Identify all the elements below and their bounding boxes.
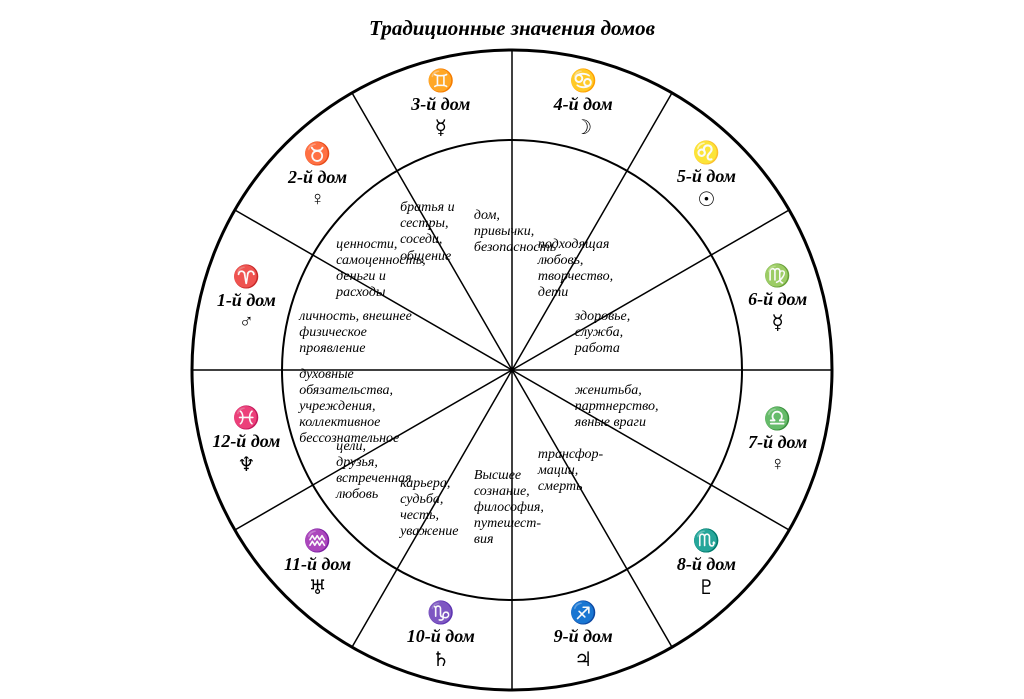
planet-icon: ♅ bbox=[263, 575, 373, 600]
house-2-outer: ♉2-й дом♀ bbox=[263, 141, 373, 211]
zodiac-icon: ♊ bbox=[386, 68, 496, 94]
zodiac-icon: ♋ bbox=[528, 68, 638, 94]
house-label: 8-й дом bbox=[651, 554, 761, 575]
house-11-outer: ♒11-й дом♅ bbox=[263, 528, 373, 600]
zodiac-icon: ♎ bbox=[723, 406, 833, 432]
house-label: 10-й дом bbox=[386, 626, 496, 647]
house-label: 6-й дом bbox=[723, 289, 833, 310]
zodiac-icon: ♌ bbox=[651, 140, 761, 166]
zodiac-icon: ♑ bbox=[386, 600, 496, 626]
planet-icon: ☿ bbox=[386, 115, 496, 140]
planet-icon: ☉ bbox=[651, 187, 761, 212]
planet-icon: ☿ bbox=[723, 310, 833, 335]
planet-icon: ♇ bbox=[651, 575, 761, 600]
planet-icon: ☽ bbox=[528, 115, 638, 140]
house-11-meaning: цели, друзья, встреченная любовь bbox=[336, 439, 486, 503]
house-label: 2-й дом bbox=[263, 167, 373, 188]
zodiac-icon: ♓ bbox=[191, 405, 301, 431]
house-6-meaning: здоровье, служба, работа bbox=[575, 309, 725, 357]
planet-icon: ♂ bbox=[191, 311, 301, 334]
house-label: 7-й дом bbox=[723, 432, 833, 453]
house-label: 4-й дом bbox=[528, 94, 638, 115]
planet-icon: ♄ bbox=[386, 647, 496, 672]
house-12-outer: ♓12-й дом♆ bbox=[191, 405, 301, 477]
house-6-outer: ♍6-й дом☿ bbox=[723, 263, 833, 335]
house-label: 12-й дом bbox=[191, 431, 301, 452]
zodiac-icon: ♐ bbox=[528, 600, 638, 626]
house-5-meaning: подходящая любовь, творчество, дети bbox=[538, 237, 688, 301]
zodiac-icon: ♏ bbox=[651, 528, 761, 554]
house-1-meaning: личность, внешнее физическое проявление bbox=[299, 309, 449, 357]
zodiac-icon: ♍ bbox=[723, 263, 833, 289]
house-label: 1-й дом bbox=[191, 290, 301, 311]
house-label: 5-й дом bbox=[651, 166, 761, 187]
house-9-outer: ♐9-й дом♃ bbox=[528, 600, 638, 672]
house-3-outer: ♊3-й дом☿ bbox=[386, 68, 496, 140]
house-12-meaning: духовные обязательства, учреждения, колл… bbox=[299, 367, 449, 447]
house-label: 9-й дом bbox=[528, 626, 638, 647]
house-7-outer: ♎7-й дом♀ bbox=[723, 406, 833, 476]
zodiac-icon: ♒ bbox=[263, 528, 373, 554]
house-8-outer: ♏8-й дом♇ bbox=[651, 528, 761, 600]
planet-icon: ♀ bbox=[263, 188, 373, 211]
zodiac-icon: ♉ bbox=[263, 141, 373, 167]
house-1-outer: ♈1-й дом♂ bbox=[191, 264, 301, 334]
house-4-outer: ♋4-й дом☽ bbox=[528, 68, 638, 140]
planet-icon: ♆ bbox=[191, 452, 301, 477]
house-5-outer: ♌5-й дом☉ bbox=[651, 140, 761, 212]
house-label: 3-й дом bbox=[386, 94, 496, 115]
wheel-svg bbox=[0, 0, 1024, 699]
house-7-meaning: женитьба, партнерство, явные враги bbox=[575, 383, 725, 431]
zodiac-icon: ♈ bbox=[191, 264, 301, 290]
house-label: 11-й дом bbox=[263, 554, 373, 575]
planet-icon: ♃ bbox=[528, 647, 638, 672]
planet-icon: ♀ bbox=[723, 453, 833, 476]
house-10-outer: ♑10-й дом♄ bbox=[386, 600, 496, 672]
